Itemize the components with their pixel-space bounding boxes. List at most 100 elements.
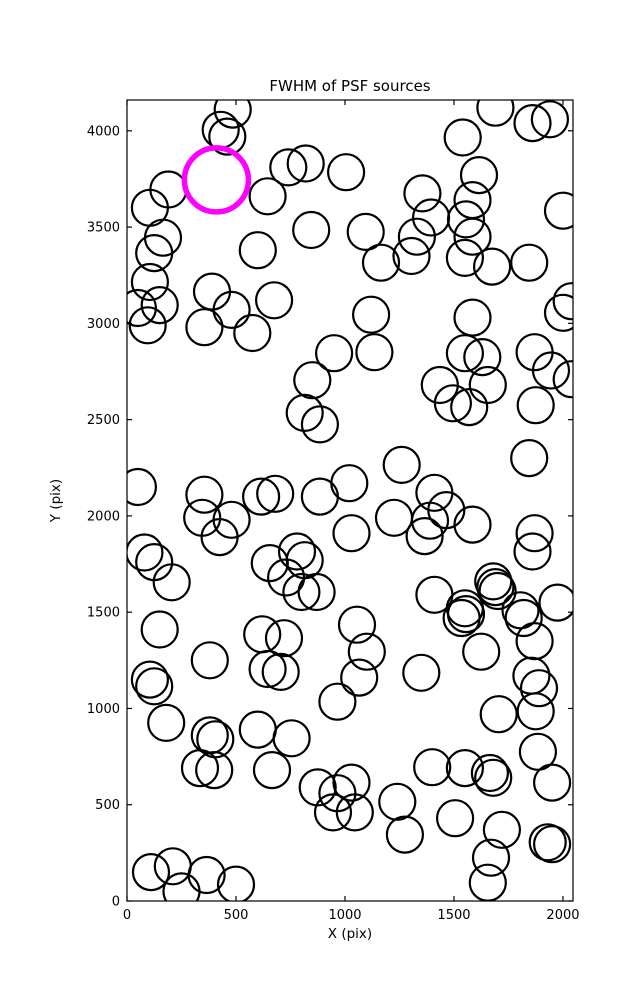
psf-circle <box>436 799 475 838</box>
y-tick-label: 2000 <box>87 509 120 524</box>
psf-circle <box>330 464 369 503</box>
psf-circle <box>468 365 507 405</box>
psf-circle <box>445 334 484 373</box>
psf-circle <box>453 181 492 220</box>
psf-circle <box>462 632 501 671</box>
x-tick-label: 0 <box>123 908 131 923</box>
psf-circle <box>453 505 492 544</box>
psf-circle <box>538 583 573 622</box>
psf-circle <box>293 361 332 400</box>
psf-circle <box>248 177 287 216</box>
psf-circle <box>297 572 336 612</box>
psf-circle <box>470 753 509 793</box>
psf-circle <box>355 333 394 372</box>
x-tick-label: 500 <box>224 908 249 923</box>
psf-circle <box>552 360 573 399</box>
psf-circle <box>516 692 555 731</box>
psf-circle <box>285 393 324 432</box>
psf-circle <box>479 695 518 734</box>
psf-circle <box>242 477 281 516</box>
psf-circle <box>135 234 174 273</box>
y-tick-label: 1500 <box>87 606 120 621</box>
psf-circle <box>445 238 484 277</box>
axes-box <box>126 99 574 902</box>
psf-circle <box>337 605 377 644</box>
psf-circle <box>332 763 371 802</box>
psf-circle <box>267 558 306 597</box>
psf-circle <box>392 236 431 276</box>
psf-circle <box>140 610 179 649</box>
psf-circle <box>185 475 224 514</box>
psf-circle <box>532 763 572 802</box>
psf-circle <box>515 621 554 661</box>
psf-circle <box>463 338 502 377</box>
psf-circle <box>127 533 164 572</box>
psf-circle <box>446 594 486 634</box>
psf-circle <box>152 563 191 602</box>
psf-circle <box>130 262 169 302</box>
x-tick-label: 1500 <box>437 908 470 923</box>
psf-circle <box>450 388 489 427</box>
psf-circle <box>162 872 201 901</box>
psf-circle <box>504 598 543 638</box>
psf-circle <box>361 243 401 282</box>
y-tick-label: 2500 <box>87 413 120 428</box>
psf-circle <box>516 386 555 425</box>
psf-circle <box>213 100 252 129</box>
psf-circle <box>127 467 157 507</box>
marker-layer <box>127 100 573 901</box>
psf-circle <box>208 117 247 156</box>
psf-circle <box>300 477 339 516</box>
psf-circle <box>518 732 558 771</box>
y-axis-label: Y (pix) <box>48 479 64 523</box>
psf-circle <box>153 847 192 886</box>
psf-circle <box>190 641 229 680</box>
psf-circle <box>201 110 240 149</box>
psf-circle <box>453 217 492 256</box>
psf-circle <box>238 710 277 749</box>
psf-circle <box>474 758 513 797</box>
psf-circle <box>402 653 441 692</box>
y-tick-label: 500 <box>95 798 120 813</box>
psf-circle <box>513 103 552 143</box>
x-axis-label: X (pix) <box>328 926 372 942</box>
psf-circle <box>256 474 295 513</box>
psf-circle <box>200 517 239 557</box>
psf-circle <box>405 516 444 556</box>
psf-circle <box>149 170 188 209</box>
psf-circle <box>530 100 570 139</box>
psf-circle <box>140 286 179 325</box>
psf-circle <box>128 306 167 345</box>
psf-circle <box>413 748 452 787</box>
y-tick-label: 3000 <box>87 317 120 332</box>
psf-circle <box>471 838 511 877</box>
psf-circle <box>212 290 251 329</box>
psf-circle <box>135 667 174 706</box>
psf-circle <box>127 288 157 328</box>
psf-circle <box>130 660 169 699</box>
y-tick-label: 4000 <box>87 124 120 139</box>
psf-circle <box>147 703 186 743</box>
psf-circle <box>347 632 386 671</box>
psf-circle <box>185 308 224 347</box>
psf-circle <box>519 669 559 708</box>
psf-circle <box>513 532 552 571</box>
psf-circle <box>427 491 466 530</box>
y-tick-label: 1000 <box>87 702 120 717</box>
psf-circle <box>510 439 549 478</box>
chart-title: FWHM of PSF sources <box>269 77 430 95</box>
y-tick-label: 3500 <box>87 221 120 236</box>
psf-circle <box>532 825 572 864</box>
psf-circle <box>478 571 517 611</box>
psf-circle <box>512 656 551 695</box>
psf-circle <box>233 313 272 353</box>
x-tick-label: 1000 <box>328 908 361 923</box>
psf-circle <box>482 810 521 849</box>
psf-circle <box>282 572 321 612</box>
psf-circle <box>515 514 554 553</box>
psf-circle <box>313 793 353 832</box>
psf-circle <box>327 153 366 192</box>
psf-circle <box>332 514 371 553</box>
psf-circle <box>473 247 512 286</box>
